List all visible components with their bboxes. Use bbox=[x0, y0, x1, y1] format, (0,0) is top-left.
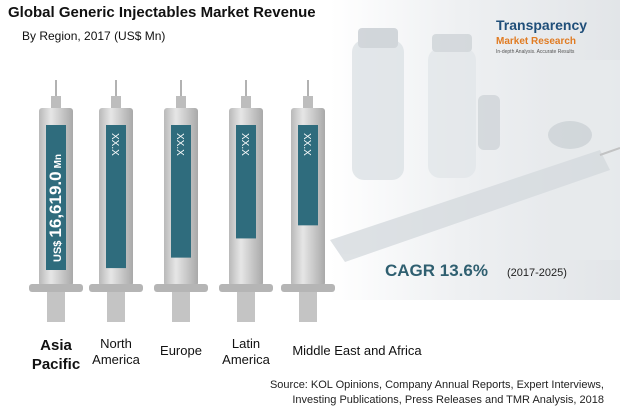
value-label: XX.X bbox=[109, 133, 120, 156]
plunger-rod bbox=[237, 292, 255, 322]
plunger-rod bbox=[47, 292, 65, 322]
plunger-rod bbox=[107, 292, 125, 322]
value-label: XX.X bbox=[174, 133, 185, 156]
bar bbox=[46, 125, 66, 270]
cagr: CAGR 13.6% bbox=[385, 261, 488, 280]
flange bbox=[281, 284, 335, 292]
value-prefix: US$ bbox=[52, 241, 64, 262]
hub bbox=[176, 96, 186, 110]
logo-sub: Market Research bbox=[496, 36, 576, 47]
category-label: Asia Pacific bbox=[31, 337, 81, 373]
syringe bbox=[154, 80, 208, 322]
chart-subtitle: By Region, 2017 (US$ Mn) bbox=[22, 29, 165, 43]
chart-title: Global Generic Injectables Market Revenu… bbox=[8, 4, 316, 21]
hub bbox=[241, 96, 251, 110]
value-label: US$ 16,619.0 Mn bbox=[46, 154, 65, 262]
hub bbox=[51, 96, 61, 110]
value-label: XX.X bbox=[301, 133, 312, 156]
syringe bbox=[89, 80, 143, 322]
source: Investing Publications, Press Releases a… bbox=[292, 394, 604, 406]
logo-name: Transparency bbox=[496, 17, 587, 33]
source: Source: KOL Opinions, Company Annual Rep… bbox=[270, 379, 604, 391]
hub bbox=[303, 96, 313, 110]
syringe bbox=[29, 80, 83, 322]
value: 16,619.0 bbox=[46, 171, 65, 237]
bar bbox=[298, 125, 318, 226]
bar bbox=[106, 125, 126, 269]
flange bbox=[89, 284, 143, 292]
hub bbox=[111, 96, 121, 110]
value-label: XX.X bbox=[239, 133, 250, 156]
flange bbox=[154, 284, 208, 292]
category-label: Middle East and Africa bbox=[292, 343, 422, 358]
syringe bbox=[281, 80, 335, 322]
flange bbox=[219, 284, 273, 292]
value-suffix: Mn bbox=[53, 154, 64, 168]
plunger-rod bbox=[299, 292, 317, 322]
syringe bbox=[219, 80, 273, 322]
bar bbox=[236, 125, 256, 239]
category-label: Latin America bbox=[222, 336, 270, 367]
bar bbox=[171, 125, 191, 258]
category-label: North America bbox=[92, 336, 140, 367]
flange bbox=[29, 284, 83, 292]
plunger-rod bbox=[172, 292, 190, 322]
cagr-period: (2017-2025) bbox=[507, 267, 567, 279]
vials bbox=[330, 28, 620, 262]
category-label: Europe bbox=[160, 343, 202, 358]
logo-tagline: In-depth Analysis. Accurate Results bbox=[496, 49, 575, 55]
